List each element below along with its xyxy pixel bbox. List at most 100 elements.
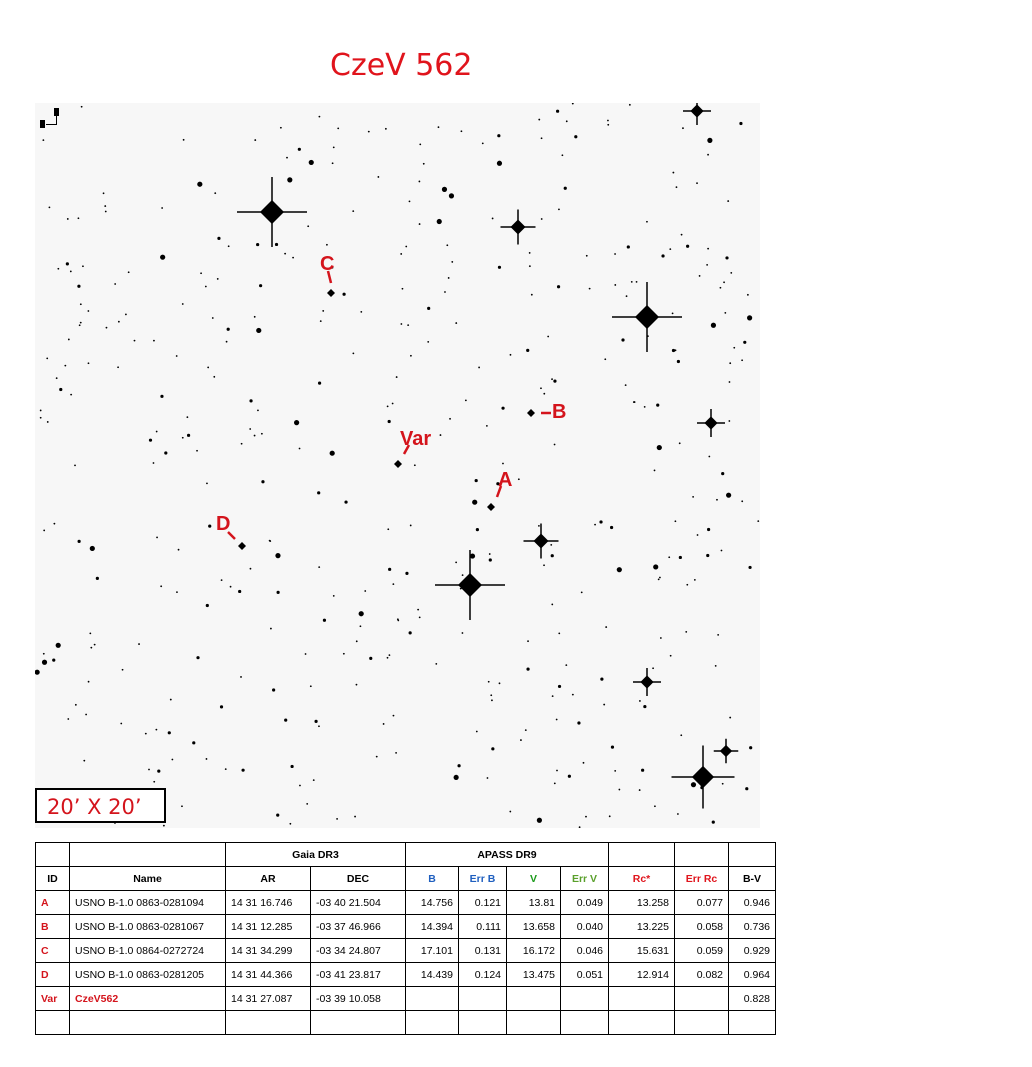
star xyxy=(290,764,294,769)
star xyxy=(497,265,502,269)
star xyxy=(674,520,677,523)
cell-b-v xyxy=(728,1010,776,1035)
cell-id: A xyxy=(35,890,70,915)
star xyxy=(407,324,410,326)
star xyxy=(284,252,287,255)
star xyxy=(127,271,130,274)
star xyxy=(386,405,389,408)
cell-b-v: 0.946 xyxy=(728,890,776,915)
star xyxy=(520,739,522,741)
star xyxy=(55,377,58,380)
star xyxy=(182,138,185,141)
cell-v xyxy=(506,1010,561,1035)
star xyxy=(205,603,209,608)
star xyxy=(638,700,641,702)
star xyxy=(53,522,56,525)
star xyxy=(638,789,641,791)
star xyxy=(238,589,242,594)
star xyxy=(547,335,550,338)
star xyxy=(475,730,478,733)
star xyxy=(352,352,355,355)
star xyxy=(652,667,654,670)
star xyxy=(359,625,362,628)
star xyxy=(563,186,567,190)
star xyxy=(540,387,542,390)
cell-err-rc xyxy=(674,986,729,1011)
star xyxy=(83,759,86,762)
star xyxy=(87,362,90,365)
star xyxy=(400,323,403,325)
star xyxy=(524,729,527,731)
cell-rc- xyxy=(608,1010,675,1035)
star xyxy=(719,286,722,289)
star xyxy=(196,656,200,660)
star xyxy=(553,379,557,383)
table-header-row: ID Name AR DEC B Err B V Err V Rc* Err R… xyxy=(35,866,776,891)
star xyxy=(571,102,574,105)
star xyxy=(609,525,614,530)
star xyxy=(561,154,564,157)
star xyxy=(160,254,166,260)
col-dec: DEC xyxy=(310,866,406,891)
star xyxy=(603,703,606,706)
star xyxy=(469,553,476,559)
star xyxy=(261,480,265,484)
compass-icon xyxy=(40,108,59,128)
star xyxy=(669,248,672,251)
star xyxy=(79,303,82,306)
pointer-line xyxy=(495,485,503,498)
star xyxy=(121,668,124,671)
star xyxy=(69,270,72,273)
cell-err-b: 0.111 xyxy=(458,914,507,939)
star xyxy=(181,805,183,808)
star xyxy=(249,399,253,403)
star xyxy=(748,565,752,570)
star xyxy=(317,381,322,385)
cell-v: 13.81 xyxy=(506,890,561,915)
star xyxy=(387,419,391,424)
star xyxy=(213,375,216,378)
star xyxy=(743,340,747,344)
target-star xyxy=(394,460,402,468)
star xyxy=(491,217,494,220)
star xyxy=(685,631,688,633)
star xyxy=(614,769,617,772)
star xyxy=(556,285,561,289)
star xyxy=(580,591,583,594)
star xyxy=(157,769,161,773)
cell-err-b xyxy=(458,986,507,1011)
cell-rc-: 13.258 xyxy=(608,890,675,915)
star xyxy=(686,583,689,586)
star xyxy=(405,245,408,248)
star xyxy=(567,774,571,778)
star xyxy=(472,499,478,505)
star xyxy=(728,420,731,422)
field-size-box: 20’ X 20’ xyxy=(35,788,166,823)
star xyxy=(556,109,560,113)
star xyxy=(65,262,69,266)
star xyxy=(509,810,512,813)
star xyxy=(48,206,51,209)
table-group-header-row: Gaia DR3 APASS DR9 xyxy=(35,842,776,867)
star xyxy=(538,118,541,121)
star xyxy=(408,631,412,635)
star xyxy=(395,376,398,378)
star xyxy=(52,658,56,662)
star xyxy=(227,245,230,248)
cell-name: USNO B-1.0 0863-0281205 xyxy=(69,962,226,987)
star xyxy=(156,536,158,539)
label-a: A xyxy=(498,469,513,491)
star xyxy=(259,284,263,288)
star xyxy=(659,576,661,579)
cell-err-rc: 0.077 xyxy=(674,890,729,915)
star xyxy=(571,693,574,696)
star xyxy=(322,618,327,622)
star xyxy=(77,284,81,288)
star xyxy=(551,378,553,381)
cell-err-v: 0.046 xyxy=(560,938,609,963)
star xyxy=(314,719,318,723)
star xyxy=(711,820,715,824)
star xyxy=(550,543,553,546)
star xyxy=(696,534,699,536)
star xyxy=(292,256,294,259)
